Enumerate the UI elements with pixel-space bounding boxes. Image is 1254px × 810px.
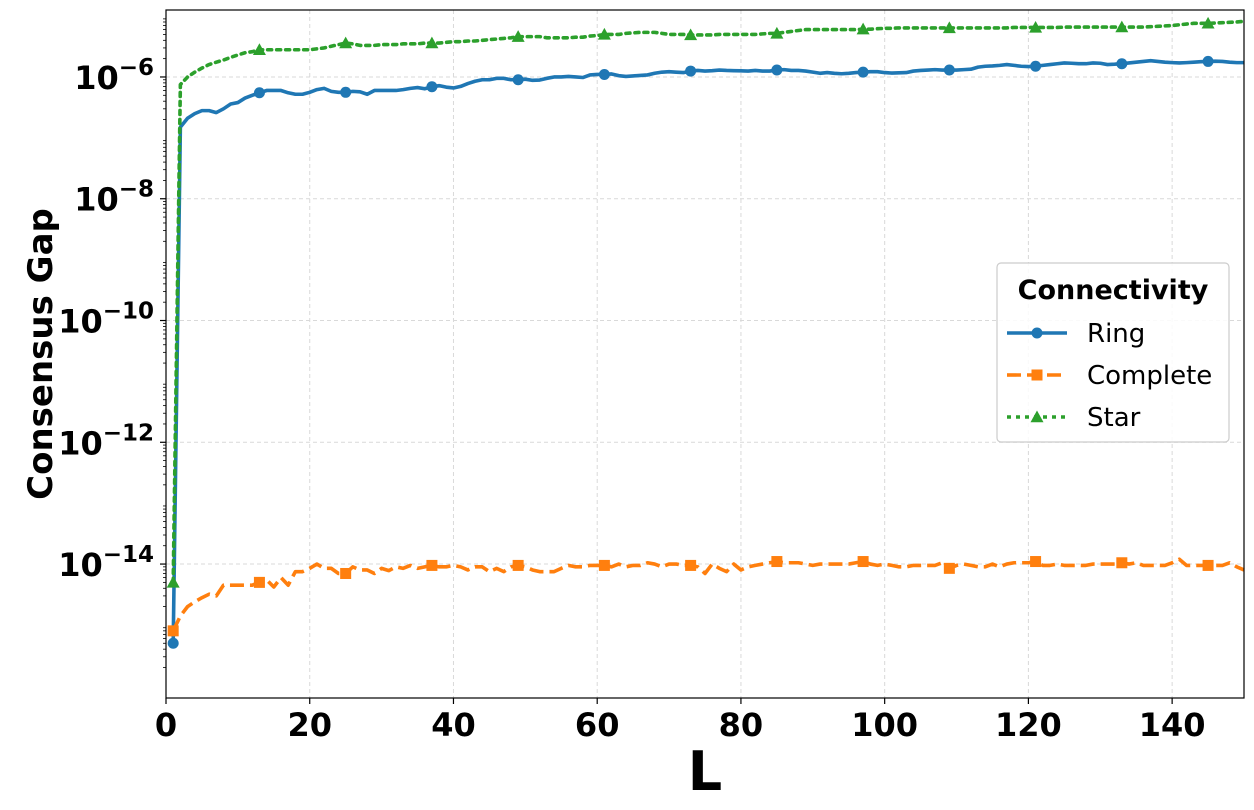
data-point [943,562,955,574]
data-point [511,30,525,42]
data-point [598,559,610,571]
data-point [598,68,610,80]
data-point [1029,20,1043,33]
legend: Connectivity Ring Complete Star [996,262,1230,443]
x-tick-label: 20 [287,706,332,744]
series-complete [167,556,1245,637]
series-layer [166,16,1246,649]
data-point [857,556,869,568]
data-point [857,66,869,78]
data-point [1116,557,1128,569]
series-star [166,16,1246,588]
legend-entries: Ring Complete Star [1007,319,1212,433]
data-point [685,65,697,77]
plot-frame [165,9,1245,699]
data-point [1030,60,1042,72]
data-point [597,27,611,40]
data-point [426,81,438,93]
data-point [340,567,352,579]
x-tick-label: 60 [575,706,620,744]
data-point [253,576,265,588]
data-point [253,87,265,99]
data-point [1202,55,1214,67]
x-tick-label: 140 [1139,706,1206,744]
data-point [856,22,870,35]
x-tick-label: 100 [851,706,918,744]
data-point [425,36,439,49]
data-point [943,64,955,76]
legend-title: Connectivity [1018,275,1209,306]
x-tick-label: 40 [431,706,476,744]
series-line [171,19,1246,585]
legend-label-ring: Ring [1087,319,1145,349]
legend-box [996,262,1230,443]
data-point [167,637,179,649]
data-point [942,21,956,34]
data-point [684,28,698,41]
data-point [770,26,784,39]
series-line [171,58,1244,644]
x-tick-label: 120 [995,706,1062,744]
data-point [512,559,524,571]
data-point [1202,559,1214,571]
data-point [166,575,180,588]
data-point [167,625,179,637]
series-ring [167,55,1244,649]
x-tick-label: 0 [155,706,177,744]
y-axis-title: Consensus Gap [21,208,61,500]
data-point [252,43,266,55]
legend-label-star: Star [1087,403,1141,433]
x-axis-title: L [688,740,722,803]
data-point [512,74,524,86]
series-line [171,557,1245,632]
data-point [1115,20,1129,33]
data-point [340,86,352,98]
x-tick-label: 80 [719,706,764,744]
legend-marker-ring [1031,327,1043,339]
legend-label-complete: Complete [1087,361,1212,391]
data-point [339,36,353,49]
data-point [426,559,438,571]
data-point [771,556,783,568]
data-point [771,64,783,76]
y-tick-label: 10−8 [74,177,154,219]
data-point [1116,58,1128,70]
legend-marker-complete [1031,369,1043,381]
data-point [1201,16,1215,29]
data-point [1030,556,1042,568]
legend-marker-star [1030,410,1044,423]
data-point [685,559,697,571]
